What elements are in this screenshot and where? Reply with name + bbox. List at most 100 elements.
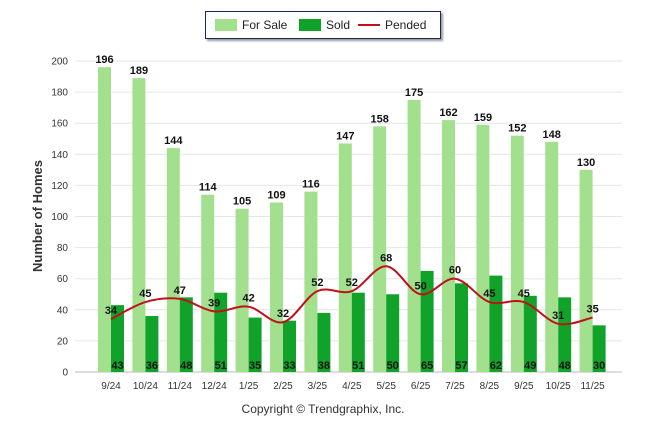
bar-for-sale — [510, 135, 524, 372]
data-labels: 196 43 189 36 144 48 114 51 105 35 109 33 116 38 147 51… — [95, 54, 605, 372]
data-label-pended: 42 — [242, 293, 254, 305]
y-tick-label: 100 — [51, 212, 68, 223]
x-tick-label: 9/24 — [101, 381, 121, 392]
bar-sold — [179, 297, 193, 372]
bar-for-sale — [98, 67, 111, 372]
data-label-pended: 68 — [380, 252, 392, 264]
data-label-for-sale: 109 — [267, 190, 285, 202]
data-label-for-sale: 147 — [336, 130, 354, 142]
legend: For Sale Sold Pended — [205, 11, 441, 39]
data-label-for-sale: 158 — [371, 113, 389, 125]
bars — [98, 67, 606, 372]
data-label-pended: 52 — [346, 277, 358, 289]
x-tick-label: 11/24 — [168, 381, 193, 392]
bar-sold — [455, 283, 468, 372]
data-label-for-sale: 148 — [543, 129, 561, 141]
y-tick-label: 200 — [51, 57, 68, 68]
x-tick-label: 1/25 — [239, 381, 259, 392]
y-tick-label: 60 — [57, 274, 69, 285]
legend-item-sold[interactable]: Sold — [299, 18, 350, 32]
bar-for-sale — [579, 169, 593, 372]
data-label-pended: 45 — [483, 288, 495, 300]
bar-sold — [558, 297, 572, 372]
data-label-pended: 45 — [139, 288, 151, 300]
bar-sold — [214, 292, 228, 372]
data-label-pended: 39 — [208, 297, 220, 309]
x-tick-label: 12/24 — [202, 381, 227, 392]
bar-sold — [420, 270, 434, 372]
x-tick-label: 10/24 — [133, 381, 158, 392]
data-label-sold: 57 — [455, 360, 467, 372]
data-label-sold: 35 — [249, 360, 261, 372]
copyright: Copyright © Trendgraphix, Inc. — [241, 402, 405, 416]
data-label-for-sale: 114 — [199, 182, 218, 194]
y-tick-label: 80 — [57, 243, 69, 254]
data-label-pended: 31 — [552, 310, 564, 322]
data-label-for-sale: 152 — [508, 123, 526, 135]
data-label-pended: 34 — [105, 305, 118, 317]
bar-sold — [489, 275, 503, 372]
data-label-sold: 49 — [524, 360, 536, 372]
x-tick-label: 10/25 — [546, 381, 571, 392]
data-label-for-sale: 130 — [577, 157, 595, 169]
bar-sold — [386, 294, 400, 372]
legend-label-pended: Pended — [385, 18, 427, 32]
x-tick-label: 8/25 — [480, 381, 500, 392]
bar-for-sale — [338, 143, 352, 372]
bar-sold — [283, 320, 296, 372]
data-label-pended: 60 — [449, 265, 461, 277]
legend-swatch-for-sale — [215, 19, 237, 31]
legend-label-for-sale: For Sale — [242, 18, 288, 32]
data-label-sold: 30 — [593, 360, 605, 372]
data-label-for-sale: 116 — [302, 179, 320, 191]
data-label-for-sale: 159 — [474, 112, 492, 124]
x-tick-label: 4/25 — [342, 381, 362, 392]
y-axis-ticks: 0 20 40 60 80 100 120 140 160 180 200 — [51, 57, 68, 379]
data-label-pended: 32 — [277, 308, 289, 320]
bar-for-sale — [201, 194, 215, 372]
bar-for-sale — [545, 141, 559, 372]
y-tick-label: 140 — [51, 150, 68, 161]
bar-sold — [111, 305, 124, 372]
bar-for-sale — [235, 208, 249, 372]
data-label-for-sale: 144 — [164, 135, 183, 147]
data-label-sold: 65 — [421, 360, 433, 372]
data-label-for-sale: 175 — [405, 87, 423, 99]
y-tick-label: 0 — [62, 368, 68, 379]
data-label-sold: 50 — [387, 360, 399, 372]
x-tick-label: 2/25 — [273, 381, 293, 392]
bar-sold — [523, 295, 537, 372]
bar-sold — [351, 292, 365, 372]
bar-for-sale — [270, 202, 283, 372]
line-pended — [110, 265, 593, 326]
x-tick-label: 6/25 — [411, 381, 431, 392]
data-label-sold: 51 — [215, 360, 227, 372]
bar-for-sale — [132, 78, 146, 372]
x-tick-label: 9/25 — [514, 381, 534, 392]
data-label-sold: 38 — [318, 360, 330, 372]
bar-for-sale — [407, 99, 421, 372]
data-label-pended: 45 — [518, 288, 530, 300]
y-tick-label: 120 — [51, 181, 68, 192]
data-label-for-sale: 162 — [439, 107, 457, 119]
data-label-sold: 36 — [146, 360, 158, 372]
bar-for-sale — [304, 191, 318, 372]
legend-label-sold: Sold — [326, 18, 351, 32]
y-tick-label: 180 — [51, 88, 68, 99]
x-tick-label: 5/25 — [376, 381, 396, 392]
x-tick-label: 11/25 — [580, 381, 605, 392]
legend-item-for-sale[interactable]: For Sale — [215, 18, 287, 32]
bar-sold — [592, 325, 606, 372]
legend-item-pended[interactable]: Pended — [358, 18, 426, 32]
legend-swatch-pended — [358, 24, 380, 26]
data-label-for-sale: 105 — [233, 196, 251, 208]
bar-sold — [317, 312, 331, 372]
data-label-sold: 43 — [111, 360, 123, 372]
data-label-for-sale: 189 — [130, 65, 148, 77]
data-label-pended: 35 — [586, 304, 598, 316]
bar-for-sale — [476, 124, 490, 372]
data-label-sold: 48 — [180, 360, 192, 372]
x-axis-ticks: 9/24 10/24 11/24 12/24 1/25 2/25 3/25 4/25 5/25 6… — [101, 381, 605, 392]
x-tick-label: 7/25 — [445, 381, 465, 392]
